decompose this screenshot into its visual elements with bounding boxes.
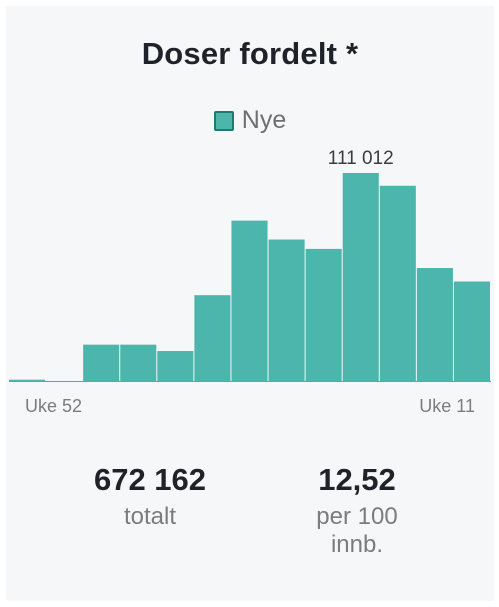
stat-per-100-value: 12,52 (318, 462, 396, 497)
bar-uke-11[interactable] (453, 281, 490, 381)
chart-title: Doser fordelt * (141, 36, 359, 71)
bar-uke-7[interactable] (305, 248, 342, 381)
bar-uke-4[interactable] (194, 295, 231, 381)
bar-uke-10[interactable] (416, 268, 453, 381)
bar-uke-9[interactable] (379, 185, 416, 381)
chart-legend[interactable]: Nye (6, 106, 494, 135)
bar-uke-8[interactable] (342, 173, 379, 381)
bar-uke-1[interactable] (83, 344, 120, 381)
stat-total-value: 672 162 (93, 462, 207, 497)
legend-swatch[interactable] (213, 110, 234, 131)
data-label-peak: 111 012 (328, 148, 394, 169)
bars-group (9, 173, 490, 381)
legend-label[interactable]: Nye (241, 106, 287, 134)
stat-per-100: 12,52 per 100 innb. (257, 461, 457, 559)
stat-per-100-label: per 100 innb. (316, 503, 398, 558)
vaccine-doses-card: Doser fordelt * Nye 111 012 Uke 52 Uke 1… (6, 6, 494, 601)
bar-uke-5[interactable] (231, 220, 268, 381)
bar-uke-2[interactable] (120, 344, 157, 381)
bar-uke-52[interactable] (9, 379, 46, 381)
bar-uke-3[interactable] (157, 351, 194, 381)
bar-chart: 111 012 Uke 52 Uke 11 (9, 148, 491, 416)
x-tick-label-first: Uke 52 (25, 396, 82, 416)
x-tick-label-last: Uke 11 (419, 396, 475, 416)
stat-total-label: totalt (123, 503, 177, 530)
bar-uke-6[interactable] (268, 239, 305, 381)
stat-total: 672 162 totalt (50, 461, 250, 531)
